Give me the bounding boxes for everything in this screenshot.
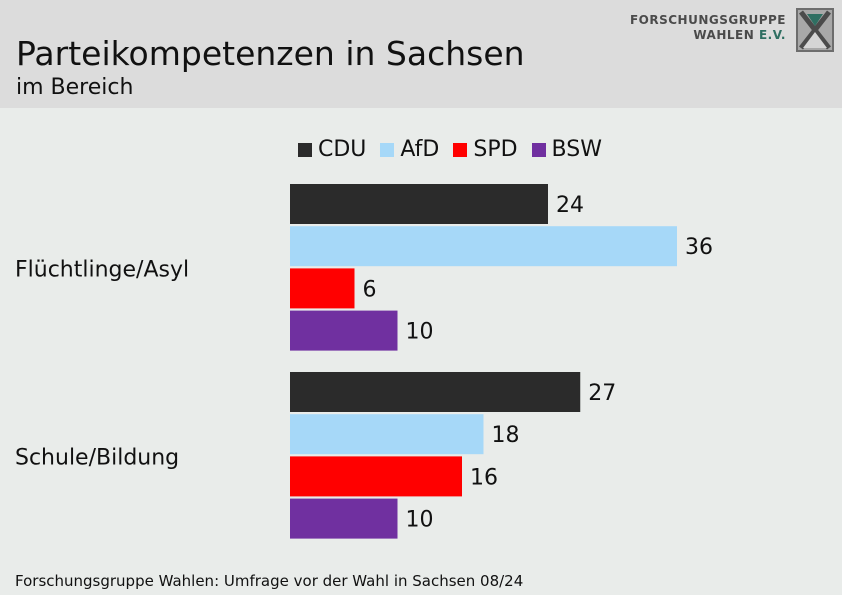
legend-item-cdu: CDU xyxy=(298,137,366,163)
legend-swatch-bsw xyxy=(531,143,546,157)
bar-spd-schule-bildung xyxy=(290,456,462,497)
logo-line2-main: WAHLEN xyxy=(693,28,755,42)
logo-line2: WAHLEN E.V. xyxy=(630,28,786,43)
bar-cdu-flüchtlinge-asyl xyxy=(290,184,548,224)
legend-item-bsw: BSW xyxy=(531,137,602,163)
data-label-cdu-schule-bildung: 27 xyxy=(588,381,616,406)
legend-item-spd: SPD xyxy=(453,137,518,163)
legend-label-bsw: BSW xyxy=(551,137,602,162)
data-label-afd-schule-bildung: 18 xyxy=(492,423,520,448)
legend-swatch-spd xyxy=(453,143,468,157)
data-label-bsw-flüchtlinge-asyl: 10 xyxy=(406,320,434,345)
legend-label-spd: SPD xyxy=(473,137,518,162)
header-band xyxy=(0,0,842,108)
chart-title: Parteikompetenzen in Sachsen xyxy=(16,34,525,73)
data-label-afd-flüchtlinge-asyl: 36 xyxy=(685,235,713,260)
legend-item-afd: AfD xyxy=(380,137,439,163)
source-note: Forschungsgruppe Wahlen: Umfrage vor der… xyxy=(15,572,524,590)
data-label-spd-flüchtlinge-asyl: 6 xyxy=(363,277,377,302)
bar-spd-flüchtlinge-asyl xyxy=(290,268,355,309)
bar-afd-schule-bildung xyxy=(290,414,484,455)
logo: FORSCHUNGSGRUPPE WAHLEN E.V. xyxy=(630,8,834,54)
legend: CDU AfD SPD BSW xyxy=(298,137,602,163)
bar-bsw-schule-bildung xyxy=(290,498,398,539)
bar-cdu-schule-bildung xyxy=(290,372,581,412)
category-label-flüchtlinge-asyl: Flüchtlinge/Asyl xyxy=(15,257,189,282)
legend-label-afd: AfD xyxy=(400,137,440,162)
logo-line2-suffix: E.V. xyxy=(758,28,786,42)
legend-swatch-afd xyxy=(380,143,395,157)
legend-swatch-cdu xyxy=(298,143,312,157)
logo-line1: FORSCHUNGSGRUPPE xyxy=(629,13,786,27)
logo-mark-icon xyxy=(796,8,834,52)
data-label-spd-schule-bildung: 16 xyxy=(470,465,498,490)
data-label-bsw-schule-bildung: 10 xyxy=(406,508,434,533)
chart-subtitle: im Bereich xyxy=(16,75,134,100)
data-label-cdu-flüchtlinge-asyl: 24 xyxy=(556,193,584,218)
bar-afd-flüchtlinge-asyl xyxy=(290,226,677,267)
bar-bsw-flüchtlinge-asyl xyxy=(290,310,398,351)
legend-label-cdu: CDU xyxy=(318,137,367,162)
category-label-schule-bildung: Schule/Bildung xyxy=(15,445,179,470)
logo-text: FORSCHUNGSGRUPPE WAHLEN E.V. xyxy=(630,13,786,43)
